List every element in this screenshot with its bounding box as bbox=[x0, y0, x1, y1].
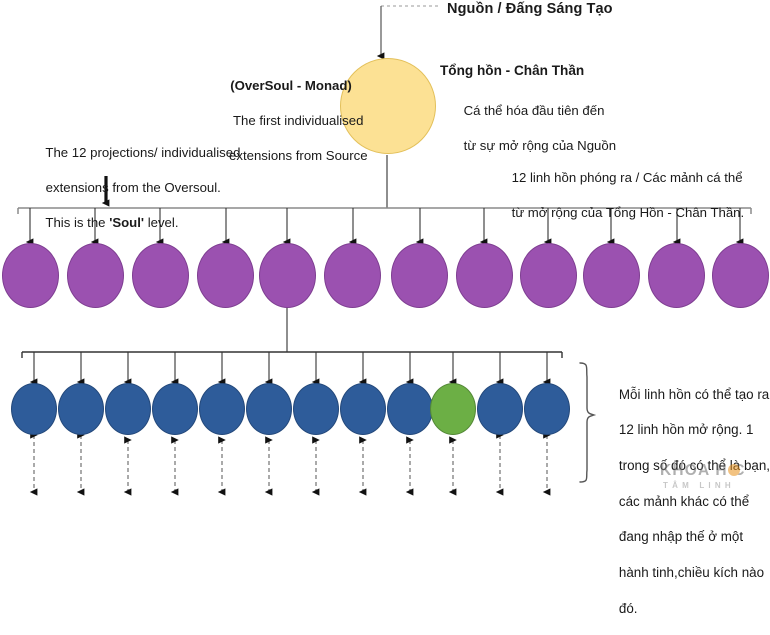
node-soul-1[interactable] bbox=[2, 243, 59, 308]
label-projections-line3c: level. bbox=[144, 214, 179, 230]
label-oversoul-line2: extensions from Source bbox=[229, 148, 368, 164]
label-oversoul-line1: The first individualised bbox=[232, 113, 364, 129]
label-each-soul-line6: hành tinh,chiều kích nào bbox=[618, 565, 765, 581]
node-soul-5[interactable] bbox=[259, 243, 316, 308]
label-projections: The 12 projections/ individualised exten… bbox=[31, 126, 240, 249]
label-source: Nguồn / Đấng Sáng Tạo bbox=[447, 1, 613, 17]
watermark-logo: KHOA H C TÂM LINH bbox=[655, 462, 765, 496]
label-projections-line2: extensions from the Oversoul. bbox=[45, 179, 221, 195]
node-extension-7[interactable] bbox=[293, 383, 339, 435]
node-soul-8[interactable] bbox=[456, 243, 513, 308]
label-oversoul: (OverSoul - Monad) The first individuali… bbox=[186, 42, 396, 182]
watermark-globe-icon bbox=[728, 464, 740, 476]
label-projections-line1: The 12 projections/ individualised bbox=[45, 144, 241, 160]
node-soul-7[interactable] bbox=[391, 243, 448, 308]
label-oversoul-heading: (OverSoul - Monad) bbox=[230, 78, 352, 94]
node-extension-10-highlighted[interactable] bbox=[430, 383, 476, 435]
label-each-soul: Mỗi linh hồn có thể tạo ra 12 linh hồn m… bbox=[604, 368, 770, 635]
label-twelve-souls: 12 linh hồn phóng ra / Các mảnh cá thể t… bbox=[497, 151, 745, 239]
label-tonghon-line1: Cá thể hóa đầu tiên đến bbox=[463, 102, 605, 118]
label-tonghon-heading: Tổng hồn - Chân Thần bbox=[440, 63, 585, 78]
label-each-soul-line1: Mỗi linh hồn có thể tạo ra bbox=[618, 386, 770, 402]
node-soul-12[interactable] bbox=[712, 243, 769, 308]
label-each-soul-line7: đó. bbox=[618, 600, 638, 616]
label-projections-line3a: This is the bbox=[45, 214, 110, 230]
label-soul-emphasis: 'Soul' bbox=[109, 214, 145, 230]
node-soul-2[interactable] bbox=[67, 243, 124, 308]
node-extension-1[interactable] bbox=[11, 383, 57, 435]
node-extension-12[interactable] bbox=[524, 383, 570, 435]
label-each-soul-line5: đang nhập thế ở một bbox=[618, 529, 744, 545]
label-each-soul-line4: các mảnh khác có thể bbox=[618, 493, 750, 509]
node-extension-3[interactable] bbox=[105, 383, 151, 435]
node-soul-4[interactable] bbox=[197, 243, 254, 308]
label-each-soul-line2: 12 linh hồn mở rộng. 1 bbox=[618, 422, 754, 438]
diagram-canvas: Nguồn / Đấng Sáng Tạo (OverSoul - Monad)… bbox=[2, 1, 770, 616]
label-tonghon-desc: Cá thể hóa đầu tiên đến từ sự mở rộng củ… bbox=[449, 84, 616, 172]
node-soul-11[interactable] bbox=[648, 243, 705, 308]
node-extension-2[interactable] bbox=[58, 383, 104, 435]
label-twelve-souls-line2: từ mở rộng của Tổng Hồn - Chân Thần. bbox=[511, 204, 745, 220]
node-extension-8[interactable] bbox=[340, 383, 386, 435]
node-soul-3[interactable] bbox=[132, 243, 189, 308]
watermark-line1: KHOA H C bbox=[660, 462, 746, 479]
label-twelve-souls-line1: 12 linh hồn phóng ra / Các mảnh cá thể bbox=[511, 169, 743, 185]
node-soul-10[interactable] bbox=[583, 243, 640, 308]
node-soul-9[interactable] bbox=[520, 243, 577, 308]
node-extension-9[interactable] bbox=[387, 383, 433, 435]
node-extension-11[interactable] bbox=[477, 383, 523, 435]
label-tonghon-line2: từ sự mở rộng của Nguồn bbox=[463, 137, 617, 153]
node-extension-6[interactable] bbox=[246, 383, 292, 435]
node-source-oversoul[interactable] bbox=[340, 58, 436, 154]
node-extension-5[interactable] bbox=[199, 383, 245, 435]
watermark-line2: TÂM LINH bbox=[663, 481, 735, 490]
node-extension-4[interactable] bbox=[152, 383, 198, 435]
node-soul-6[interactable] bbox=[324, 243, 381, 308]
